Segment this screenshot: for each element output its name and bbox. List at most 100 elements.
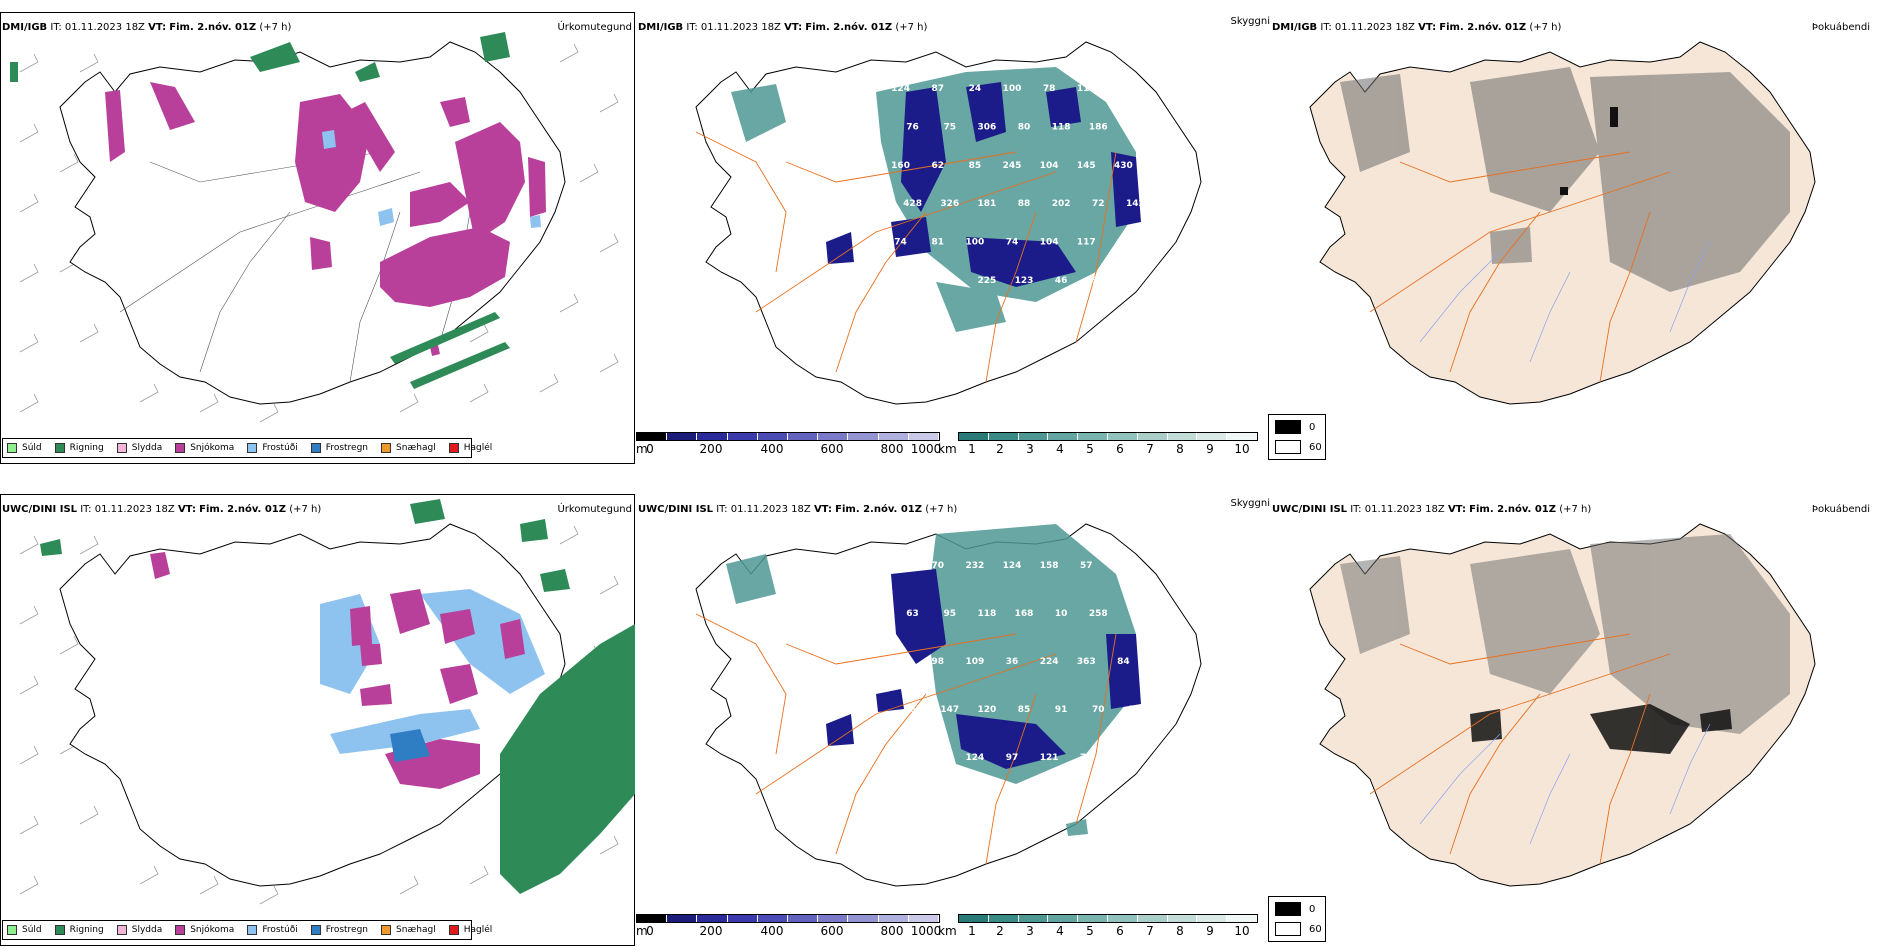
tick-label: 400 bbox=[760, 442, 784, 456]
tick-label: 0 bbox=[646, 924, 654, 938]
tick-label: 0 bbox=[646, 442, 654, 456]
colorbar-cell bbox=[878, 915, 909, 922]
colorbar-cell bbox=[788, 433, 819, 440]
ceiling-label: 224 bbox=[1040, 657, 1059, 667]
ceiling-label: 124 bbox=[1003, 561, 1022, 571]
colorbar-cell bbox=[697, 433, 728, 440]
elev-dark-areas bbox=[826, 82, 1141, 287]
tick-label: 9 bbox=[1206, 924, 1214, 938]
ceiling-label: 87 bbox=[931, 84, 944, 94]
tick-label: 2 bbox=[996, 924, 1004, 938]
colorbar-cell bbox=[637, 433, 668, 440]
ceiling-label: 90 bbox=[1117, 238, 1130, 248]
tick-label: 4 bbox=[1056, 442, 1064, 456]
tick-label: 3 bbox=[1026, 442, 1034, 456]
ceiling-label: 74 bbox=[894, 238, 907, 248]
ceiling-label: 117 bbox=[1077, 238, 1096, 248]
ceiling-label: 61 bbox=[1117, 753, 1130, 763]
legend-swatch bbox=[54, 443, 65, 453]
ceiling-label: 245 bbox=[1003, 161, 1022, 171]
ceiling-label: 124 bbox=[891, 84, 910, 94]
legend-item-frostregn: Frostregn bbox=[310, 443, 368, 453]
colorbar-ticks: 0 200 400 600 800 1000 bbox=[636, 441, 942, 456]
wind-barbs bbox=[19, 43, 619, 423]
colorbar-cells bbox=[958, 432, 1258, 441]
panel-fog-bottom: UWC/DINI ISL IT: 01.11.2023 18Z VT: Fim.… bbox=[1270, 494, 1900, 946]
legend-swatch bbox=[7, 925, 17, 935]
colorbar-cell bbox=[667, 433, 698, 440]
elev-dark-areas bbox=[826, 569, 1141, 769]
ceiling-label: 46 bbox=[1055, 276, 1068, 286]
tick-label: 7 bbox=[1146, 442, 1154, 456]
cloud-legend: 0 60 bbox=[1268, 414, 1326, 460]
legend-swatch bbox=[54, 925, 65, 935]
ceiling-label: 430 bbox=[1114, 161, 1133, 171]
legend-swatch bbox=[247, 443, 258, 453]
colorbar-cell bbox=[988, 915, 1019, 922]
colorbar-cell bbox=[878, 433, 909, 440]
legend-item-snaehagl: Snæhagl bbox=[381, 443, 436, 453]
ceiling-label: 62 bbox=[931, 161, 944, 171]
fog-map-bottom bbox=[1309, 523, 1816, 887]
legend-item-snaehagl: Snæhagl bbox=[381, 925, 436, 935]
ceiling-label: 91 bbox=[1055, 705, 1068, 715]
ceiling-label: 95 bbox=[943, 609, 956, 619]
ceiling-label: 75 bbox=[943, 123, 956, 133]
ceiling-label: 10 bbox=[1055, 609, 1068, 619]
ceiling-label: 326 bbox=[940, 199, 959, 209]
colorbar-cell bbox=[637, 915, 668, 922]
colorbar-cell bbox=[908, 433, 940, 440]
colorbar-cell bbox=[1137, 915, 1168, 922]
rivers bbox=[1419, 241, 1711, 363]
panel-variable-title: Úrkomutegund bbox=[557, 22, 632, 33]
rain-areas bbox=[40, 499, 635, 894]
ceiling-label: 186 bbox=[1089, 123, 1108, 133]
panel-variable-title: Skyggni bbox=[1230, 16, 1270, 27]
ceiling-label: 80 bbox=[1018, 123, 1031, 133]
ceiling-label: 76 bbox=[906, 123, 919, 133]
tick-label: 9 bbox=[1206, 442, 1214, 456]
legend-item-haglel: Haglél bbox=[448, 925, 492, 935]
legend-item-sudl: Súld bbox=[7, 443, 42, 453]
colorbar-cell bbox=[1167, 433, 1198, 440]
colorbar-cell bbox=[1048, 915, 1079, 922]
ceiling-label: 24 bbox=[969, 84, 982, 94]
frz-rain bbox=[390, 729, 430, 762]
tick-label: 8 bbox=[1176, 442, 1184, 456]
colorbar-cells bbox=[636, 432, 940, 441]
elevation-colorbar: 0 200 400 600 800 1000 m bbox=[636, 432, 942, 456]
ceiling-label: 109 bbox=[965, 657, 984, 667]
ceiling-label: 16 bbox=[1117, 561, 1130, 571]
ceiling-label: 97 bbox=[943, 276, 956, 286]
legend-swatch bbox=[116, 443, 127, 453]
ceiling-label: 65 bbox=[894, 753, 907, 763]
fog-grey-areas bbox=[1340, 67, 1790, 292]
legend-item-frostudi: Frostúði bbox=[247, 925, 298, 935]
colorbar-cell bbox=[727, 433, 758, 440]
panel-variable-title: Þokuábendi bbox=[1811, 22, 1870, 33]
colorbar-ticks: 0 200 400 600 800 1000 bbox=[636, 923, 941, 938]
colorbar-cell bbox=[1167, 915, 1198, 922]
legend-item-sudl: Súld bbox=[7, 925, 42, 935]
ceiling-label: 100 bbox=[1003, 84, 1022, 94]
ceiling-label: 280 bbox=[891, 561, 910, 571]
panel-title: DMI/IGB IT: 01.11.2023 18Z VT: Fim. 2.nó… bbox=[638, 22, 928, 33]
colorbar-cell bbox=[1078, 915, 1108, 922]
panel-title: UWC/DINI ISL IT: 01.11.2023 18Z VT: Fim.… bbox=[638, 504, 958, 515]
tick-label: 6 bbox=[1116, 924, 1124, 938]
roads bbox=[1369, 151, 1671, 383]
ceiling-label: 100 bbox=[965, 238, 984, 248]
legend-swatch bbox=[247, 925, 258, 935]
visibility-colorbar: 1 2 3 4 5 6 7 8 9 10 km bbox=[938, 432, 1258, 456]
ceiling-label: 124 bbox=[965, 753, 984, 763]
tick-label: 5 bbox=[1086, 442, 1094, 456]
legend-item-slydda: Slydda bbox=[116, 925, 162, 935]
precip-map-bottom bbox=[19, 499, 635, 905]
tick-label: 600 bbox=[820, 442, 844, 456]
colorbar-cell bbox=[848, 915, 879, 922]
colorbar-cell bbox=[1197, 915, 1228, 922]
colorbar-cell bbox=[988, 433, 1019, 440]
colorbar-cell bbox=[1107, 433, 1138, 440]
tick-label: 1000 bbox=[910, 442, 942, 456]
tick-label: 1 bbox=[968, 442, 976, 456]
